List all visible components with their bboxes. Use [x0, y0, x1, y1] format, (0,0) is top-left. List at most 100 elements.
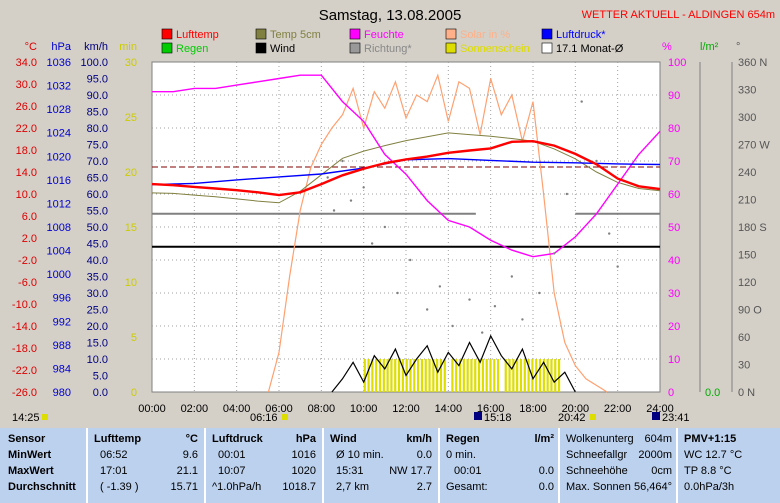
temp-header: Lufttemp — [94, 433, 142, 445]
axis-tick-label: 1028 — [47, 104, 71, 116]
sunshine-bar — [401, 359, 404, 392]
sunshine-bar — [527, 359, 530, 392]
legend-label: Luftdruck* — [556, 29, 606, 41]
axis-tick-label: 60.0 — [87, 189, 108, 201]
sunshine-bar — [428, 359, 431, 392]
axis-tick-label: 120 — [738, 277, 756, 289]
direction-dot — [510, 275, 514, 278]
pressure-max-time: 10:07 — [218, 465, 246, 477]
sunshine-bar — [397, 359, 401, 392]
axis-tick-label: 0 — [131, 387, 137, 399]
axis-tick-label: 360 N — [738, 57, 767, 69]
windchill: WC 12.7 °C — [684, 449, 743, 461]
axis-unit-label: min — [119, 41, 137, 53]
direction-dot — [616, 265, 619, 268]
legend-label: Lufttemp — [176, 29, 219, 41]
cloud-base-label: Wolkenunterg — [566, 433, 634, 445]
axis-unit-label: °C — [25, 41, 37, 53]
pressure-max: 1020 — [291, 465, 316, 477]
axis-tick-label: 45.0 — [87, 239, 108, 251]
direction-dot — [396, 291, 399, 295]
axis-unit-label: hPa — [51, 41, 71, 53]
legend-swatch — [161, 28, 173, 40]
axis-tick-label: 30 — [738, 360, 750, 372]
rain-duration: 0 min. — [446, 449, 476, 461]
axis-tick-label: 210 — [738, 195, 756, 207]
x-tick-label: 22:00 — [604, 403, 632, 415]
sunshine-bar — [424, 359, 427, 392]
axis-tick-label: 20 — [125, 167, 137, 179]
direction-dot — [481, 331, 484, 334]
snowline-label: Schneefallgr — [566, 449, 628, 461]
legend-swatch — [541, 42, 553, 54]
max-sun: 56,464° — [633, 481, 672, 493]
axis-unit-label: l/m² — [700, 41, 719, 53]
legend-swatch — [255, 28, 267, 40]
axis-tick-label: 0.0 — [93, 387, 108, 399]
snow-depth-label: Schneehöhe — [566, 465, 628, 477]
sunshine-bar — [386, 359, 389, 392]
axis-tick-label: 150 — [738, 250, 756, 262]
axis-tick-label: 14.0 — [16, 167, 37, 179]
axis-tick-label: 75.0 — [87, 140, 108, 152]
sunshine-bar — [458, 359, 462, 392]
axis-tick-label: -10.0 — [12, 299, 37, 311]
sunshine-bar — [485, 359, 488, 392]
sunshine-bar — [474, 359, 477, 392]
axis-tick-label: 60 — [738, 332, 750, 344]
direction-dot — [552, 252, 556, 255]
legend-label: Solar in % — [460, 29, 510, 41]
axis-tick-label: 240 — [738, 167, 756, 179]
marker-sunrise-icon — [282, 414, 288, 420]
sunshine-bar — [394, 359, 397, 392]
legend-swatch — [445, 28, 457, 40]
legend-swatch — [349, 28, 361, 40]
legend-swatch — [445, 42, 457, 54]
direction-dot — [370, 242, 374, 245]
axis-tick-label: 50 — [668, 222, 680, 234]
pressure-min-time: 00:01 — [218, 449, 246, 461]
sunshine-bar — [550, 359, 553, 392]
x-tick-label: 18:00 — [519, 403, 547, 415]
x-tick-label: 06:00 — [265, 403, 293, 415]
direction-dot — [565, 192, 569, 196]
axis-tick-label: -6.0 — [18, 277, 37, 289]
axis-tick-label: 1008 — [47, 222, 71, 234]
wind-avg-label: Ø 10 min. — [336, 449, 384, 461]
axis-tick-label: 35.0 — [87, 272, 108, 284]
sunshine-bar — [508, 359, 511, 392]
axis-tick-label: 5.0 — [93, 371, 108, 383]
axis-tick-label: -22.0 — [12, 365, 37, 377]
axis-tick-label: 10.0 — [87, 354, 108, 366]
marker-now: 14:25 — [12, 412, 40, 424]
axis-tick-label: 26.0 — [16, 101, 37, 113]
direction-dot — [349, 199, 353, 202]
sunshine-bar — [477, 359, 481, 392]
legend-label: Regen — [176, 43, 208, 55]
pressure-header: Luftdruck — [212, 433, 263, 445]
marker-sunrise: 06:16 — [250, 412, 278, 424]
max-sun-label: Max. Sonnen — [566, 481, 631, 493]
direction-dot — [326, 176, 329, 179]
axis-tick-label: 988 — [53, 340, 71, 352]
sunshine-bar — [493, 359, 496, 392]
sunshine-bar — [371, 359, 374, 392]
axis-tick-label: 30 — [125, 57, 137, 69]
sunshine-bar — [432, 359, 435, 392]
x-tick-label: 00:00 — [138, 403, 166, 415]
sunshine-bar — [538, 359, 542, 392]
axis-tick-label: 60 — [668, 189, 680, 201]
axis-tick-label: 1016 — [47, 175, 71, 187]
axis-tick-label: 15 — [125, 222, 137, 234]
marker-sunset: 20:42 — [558, 412, 586, 424]
sunshine-bar — [375, 359, 378, 392]
wind-header: Wind — [330, 433, 357, 445]
axis-tick-label: 40.0 — [87, 255, 108, 267]
sunshine-bar — [497, 359, 500, 392]
axis-tick-label: 180 S — [738, 222, 767, 234]
axis-tick-label: -14.0 — [12, 321, 37, 333]
series-layer — [151, 73, 661, 393]
max-label: MaxWert — [8, 465, 54, 477]
sunshine-bar — [470, 359, 473, 392]
sunshine-bar — [417, 359, 420, 392]
